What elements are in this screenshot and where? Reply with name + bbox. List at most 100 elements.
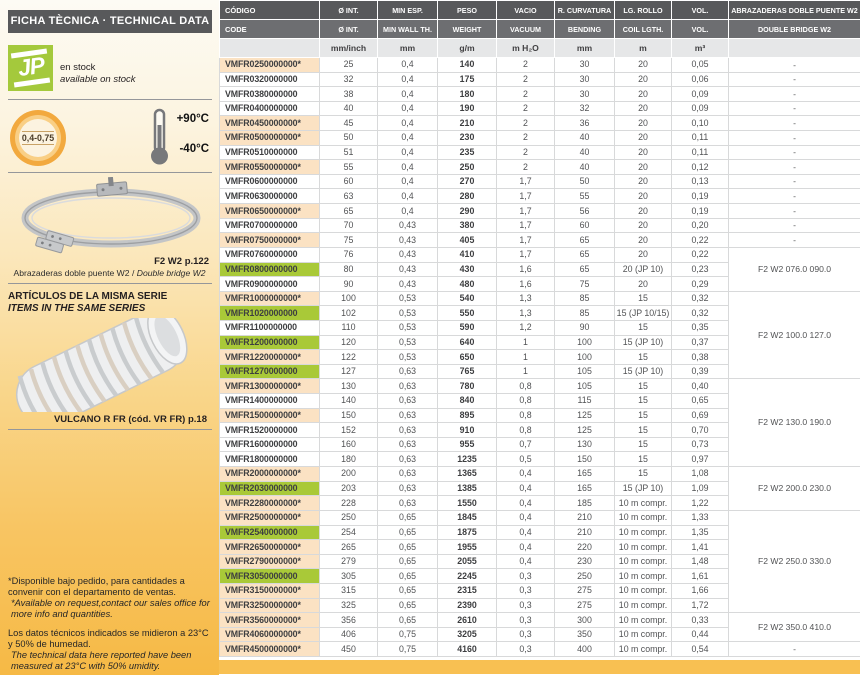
value-cell-bending: 130 xyxy=(554,436,615,453)
value-cell-weight: 640 xyxy=(437,334,497,351)
header-cell-volume: m³ xyxy=(671,38,729,58)
value-cell-volume: 1,72 xyxy=(671,597,729,614)
value-cell-coil: 20 xyxy=(614,159,672,175)
value-cell-weight: 1385 xyxy=(437,480,497,497)
value-cell-wall: 0,63 xyxy=(377,393,438,409)
clamp-reference-cell: - xyxy=(728,188,860,205)
value-cell-wall: 0,4 xyxy=(377,115,438,132)
value-cell-volume: 0,69 xyxy=(671,407,729,424)
value-cell-diameter: 160 xyxy=(319,436,378,453)
value-cell-vacuum: 1,7 xyxy=(496,217,555,234)
header-cell-vacuum: m H₂O xyxy=(496,38,555,58)
product-code-cell: VMFR0760000000 xyxy=(219,246,320,263)
product-code-cell: VMFR1100000000 xyxy=(219,319,320,336)
value-cell-weight: 190 xyxy=(437,100,497,117)
value-cell-wall: 0,75 xyxy=(377,626,438,643)
header-cell-wall: mm xyxy=(377,38,438,58)
header-cell-code xyxy=(219,38,320,58)
value-cell-diameter: 150 xyxy=(319,407,378,424)
header-cell-bending: R. CURVATURA xyxy=(554,0,615,20)
value-cell-weight: 650 xyxy=(437,349,497,365)
value-cell-vacuum: 0,4 xyxy=(496,553,555,570)
value-cell-volume: 0,44 xyxy=(671,626,729,643)
table-row: VMFR3560000000* 356 0,65 2610 0,3 300 10 m com… xyxy=(219,612,860,643)
value-cell-vacuum: 1,3 xyxy=(496,305,555,321)
value-cell-coil: 10 m compr. xyxy=(614,612,672,628)
value-cell-volume: 0,22 xyxy=(671,246,729,263)
value-cell-coil: 15 xyxy=(614,319,672,336)
value-cell-wall: 0,63 xyxy=(377,363,438,380)
value-cell-volume: 1,22 xyxy=(671,495,729,511)
value-cell-bending: 100 xyxy=(554,334,615,351)
value-cell-coil: 15 xyxy=(614,422,672,438)
value-cell-weight: 480 xyxy=(437,276,497,292)
pressure-range-badge: 0,4-0,75 xyxy=(10,110,66,166)
value-cell-bending: 65 xyxy=(554,261,615,278)
value-cell-coil: 15 xyxy=(614,378,672,395)
product-code-cell: VMFR4060000000* xyxy=(219,626,320,643)
product-code-cell: VMFR1800000000 xyxy=(219,451,320,468)
table-row: VMFR4060000000* 406 0,75 3205 0,3 350 10 m com… xyxy=(219,626,860,643)
value-cell-wall: 0,65 xyxy=(377,597,438,614)
value-cell-diameter: 450 xyxy=(319,641,378,657)
value-cell-coil: 15 (JP 10) xyxy=(614,363,672,380)
value-cell-coil: 20 xyxy=(614,71,672,88)
table-header-row-units: mm/inch mm g/m m H₂O mm m m³ xyxy=(219,38,860,58)
value-cell-volume: 1,33 xyxy=(671,509,729,526)
divider xyxy=(8,283,212,284)
value-cell-diameter: 203 xyxy=(319,480,378,497)
bottom-accent-bar xyxy=(219,659,860,674)
product-code-cell: VMFR2000000000* xyxy=(219,466,320,482)
value-cell-weight: 250 xyxy=(437,159,497,175)
value-cell-volume: 0,20 xyxy=(671,217,729,234)
table-row: VMFR3150000000* 315 0,65 2315 0,3 275 10 m com… xyxy=(219,582,860,599)
product-code-cell: VMFR3050000000 xyxy=(219,568,320,584)
clamp-reference-cell: F2 W2 100.0 127.0 xyxy=(728,290,860,380)
value-cell-vacuum: 0,3 xyxy=(496,597,555,614)
value-cell-diameter: 102 xyxy=(319,305,378,321)
value-cell-coil: 15 xyxy=(614,451,672,468)
clamp-reference-cell: - xyxy=(728,232,860,248)
value-cell-diameter: 122 xyxy=(319,349,378,365)
value-cell-weight: 955 xyxy=(437,436,497,453)
header-cell-code: CODE xyxy=(219,19,320,39)
value-cell-bending: 115 xyxy=(554,393,615,409)
clamp-reference-cell: F2 W2 200.0 230.0 xyxy=(728,466,860,511)
value-cell-weight: 780 xyxy=(437,378,497,395)
header-cell-clamp: ABRAZADERAS DOBLE PUENTE W2 xyxy=(728,0,860,20)
vulcano-hose-image xyxy=(16,318,188,412)
product-code-cell: VMFR0510000000 xyxy=(219,144,320,161)
value-cell-weight: 180 xyxy=(437,86,497,102)
value-cell-vacuum: 2 xyxy=(496,144,555,161)
value-cell-vacuum: 1,3 xyxy=(496,290,555,307)
value-cell-weight: 210 xyxy=(437,115,497,132)
value-cell-weight: 765 xyxy=(437,363,497,380)
value-cell-weight: 2610 xyxy=(437,612,497,628)
value-cell-wall: 0,4 xyxy=(377,130,438,146)
value-cell-weight: 2055 xyxy=(437,553,497,570)
value-cell-vacuum: 2 xyxy=(496,159,555,175)
value-cell-weight: 1845 xyxy=(437,509,497,526)
table-row: VMFR0320000000 32 0,4 175 2 30 20 0,06- xyxy=(219,71,860,88)
product-code-cell: VMFR0900000000 xyxy=(219,276,320,292)
value-cell-wall: 0,53 xyxy=(377,349,438,365)
spec-table: CÓDIGO Ø INT. MIN ESP. PESO VACIO R. CURVATUR… xyxy=(219,0,860,657)
value-cell-weight: 270 xyxy=(437,173,497,190)
value-cell-volume: 0,19 xyxy=(671,203,729,219)
value-cell-bending: 50 xyxy=(554,173,615,190)
value-cell-volume: 0,40 xyxy=(671,378,729,395)
value-cell-diameter: 65 xyxy=(319,203,378,219)
value-cell-bending: 125 xyxy=(554,407,615,424)
value-cell-weight: 1235 xyxy=(437,451,497,468)
value-cell-weight: 1955 xyxy=(437,539,497,555)
value-cell-diameter: 356 xyxy=(319,612,378,628)
table-row: VMFR1270000000 127 0,63 765 1 105 15 (JP 10) 0,… xyxy=(219,363,860,380)
stock-label-es: en stock xyxy=(60,62,96,73)
product-code-cell: VMFR0380000000 xyxy=(219,86,320,102)
thermometer-icon xyxy=(151,108,168,165)
header-cell-bending: mm xyxy=(554,38,615,58)
badge-value: 0,4-0,75 xyxy=(21,131,55,145)
product-code-cell: VMFR0550000000* xyxy=(219,159,320,175)
value-cell-volume: 1,66 xyxy=(671,582,729,599)
clamp-reference-cell: F2 W2 076.0 090.0 xyxy=(728,246,860,292)
